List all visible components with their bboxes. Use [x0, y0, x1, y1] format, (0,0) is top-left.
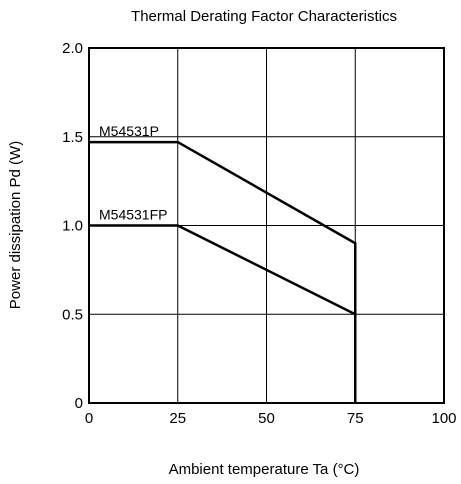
y-tick-label: 1.5 [62, 129, 83, 146]
y-tick-label: 0.5 [62, 306, 83, 323]
series-label: M54531P [99, 123, 159, 139]
x-tick-label: 0 [85, 410, 93, 427]
tick-labels: 0 25 50 75 100 0 0.5 1.0 1.5 2.0 [62, 40, 456, 427]
series-label: M54531FP [99, 207, 167, 223]
x-tick-label: 100 [431, 410, 456, 427]
x-tick-label: 50 [258, 410, 275, 427]
y-tick-label: 1.0 [62, 218, 83, 235]
series-line-m54531p [89, 140, 357, 403]
x-axis-label: Ambient temperature Ta (°C) [169, 461, 360, 478]
series-line-m54531fp [89, 224, 357, 403]
y-tick-label: 0 [75, 395, 83, 412]
y-tick-label: 2.0 [62, 40, 83, 57]
x-tick-label: 75 [347, 410, 364, 427]
y-axis-label: Power dissipation Pd (W) [7, 141, 24, 309]
chart-title: Thermal Derating Factor Characteristics [131, 8, 397, 25]
series-lines: M54531P M54531FP [89, 123, 357, 403]
x-tick-label: 25 [169, 410, 186, 427]
